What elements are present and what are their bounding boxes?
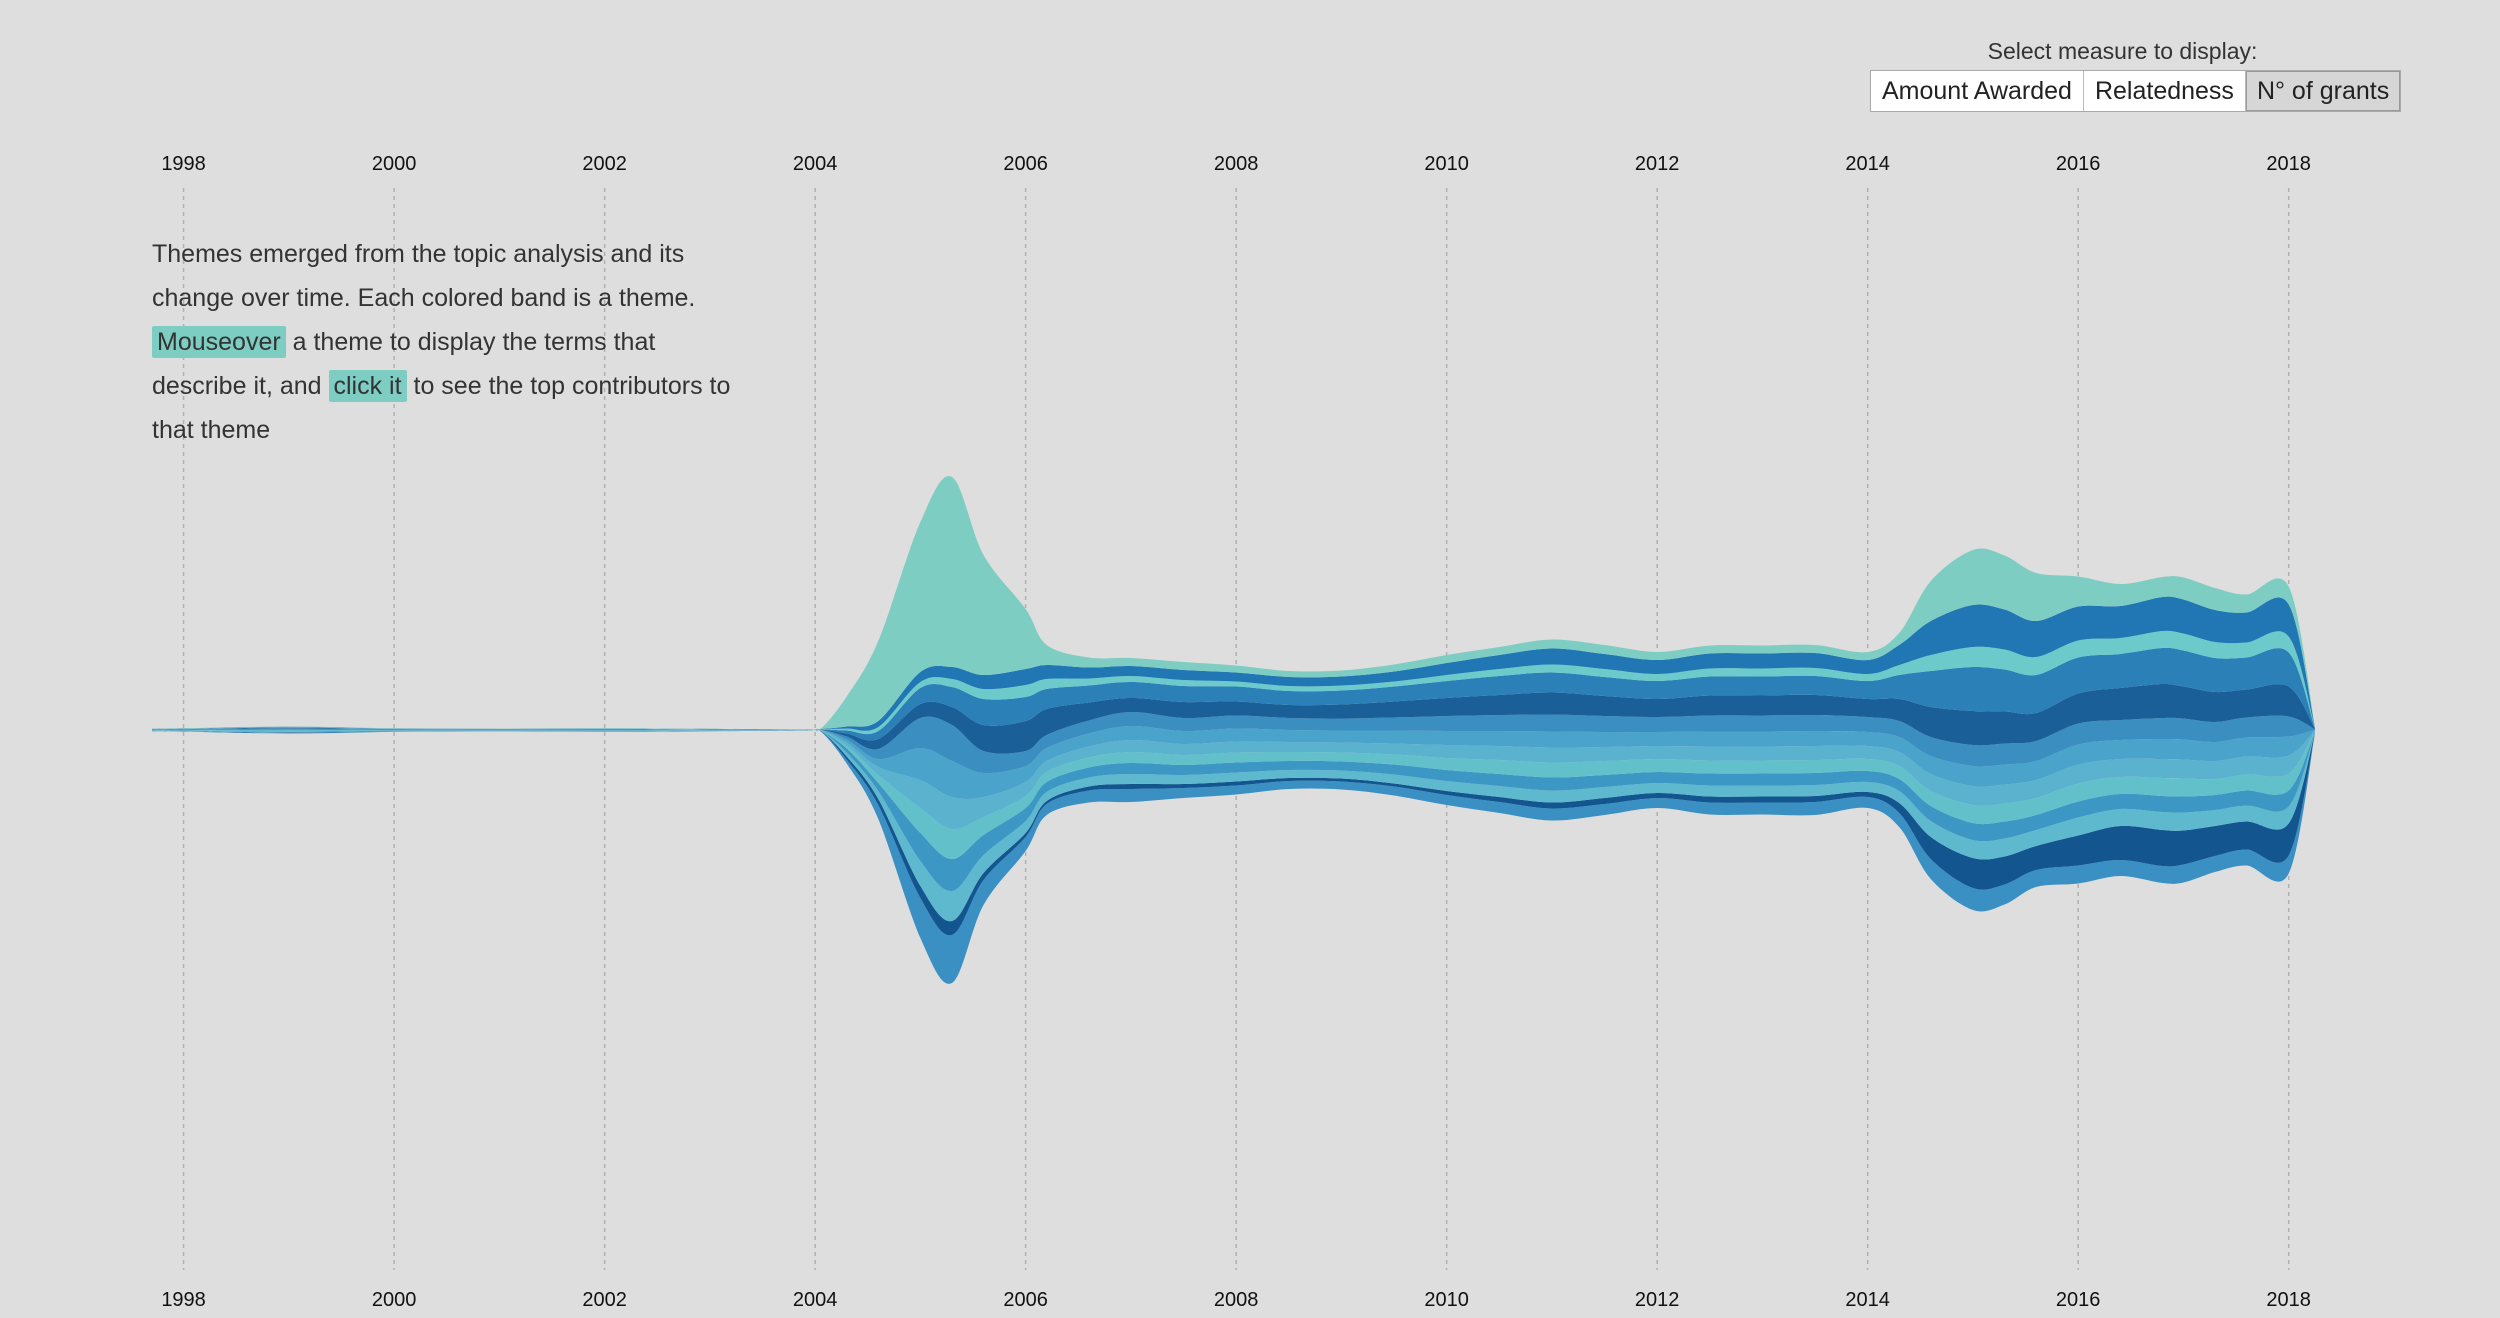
top-tick-2002: 2002 — [582, 153, 627, 175]
bottom-tick-1998: 1998 — [161, 1289, 206, 1311]
bottom-tick-2006: 2006 — [1003, 1289, 1048, 1311]
theme-band-12[interactable] — [152, 596, 2315, 731]
intro-text: Themes emerged from the topic analysis a… — [152, 232, 752, 452]
intro-part-1: Themes emerged from the topic analysis a… — [152, 240, 696, 312]
measure-label: Select measure to display: — [1987, 38, 2258, 64]
bottom-tick-2010: 2010 — [1424, 1289, 1469, 1311]
theme-band-6[interactable] — [152, 729, 2315, 830]
bottom-tick-2012: 2012 — [1635, 1289, 1680, 1311]
theme-bands[interactable] — [152, 476, 2315, 984]
top-tick-2018: 2018 — [2266, 153, 2311, 175]
measure-selector[interactable]: Amount Awarded Relatedness N° of grants — [1870, 70, 2402, 112]
top-tick-2014: 2014 — [1845, 153, 1890, 175]
bottom-tick-2004: 2004 — [793, 1289, 838, 1311]
intro-part-3: to see the top contributors to that them… — [152, 372, 731, 444]
bottom-tick-2016: 2016 — [2056, 1289, 2101, 1311]
top-tick-2004: 2004 — [793, 153, 838, 175]
measure-option-1[interactable]: Relatedness — [2083, 71, 2246, 111]
bottom-tick-2000: 2000 — [372, 1289, 417, 1311]
top-tick-2012: 2012 — [1635, 153, 1680, 175]
top-axis: 1998 2000 2002 2004 2006 2008 2010 2012 2014 2016… — [161, 153, 2311, 175]
bottom-tick-2008: 2008 — [1214, 1289, 1259, 1311]
click-highlight: click it — [328, 370, 407, 402]
top-tick-2008: 2008 — [1214, 153, 1259, 175]
top-tick-1998: 1998 — [161, 153, 206, 175]
intro-part-2: a theme to display the terms that descri… — [152, 328, 656, 400]
bottom-tick-2014: 2014 — [1845, 1289, 1890, 1311]
top-tick-2000: 2000 — [372, 153, 417, 175]
theme-band-5[interactable] — [152, 729, 2315, 860]
measure-option-0[interactable]: Amount Awarded — [1871, 71, 2084, 111]
theme-band-8[interactable] — [152, 711, 2315, 774]
measure-option-2[interactable]: N° of grants — [2245, 71, 2401, 111]
bottom-tick-2018: 2018 — [2266, 1289, 2311, 1311]
theme-band-9[interactable] — [152, 683, 2315, 754]
theme-band-11[interactable] — [152, 630, 2315, 735]
bottom-tick-2002: 2002 — [582, 1289, 627, 1311]
top-tick-2016: 2016 — [2056, 153, 2101, 175]
bottom-axis: 1998 2000 2002 2004 2006 2008 2010 2012 2014 2016… — [161, 1289, 2311, 1311]
theme-band-7[interactable] — [152, 725, 2315, 799]
top-tick-2010: 2010 — [1424, 153, 1469, 175]
mouseover-highlight: Mouseover — [152, 326, 286, 358]
top-tick-2006: 2006 — [1003, 153, 1048, 175]
theme-band-10[interactable] — [152, 647, 2315, 741]
